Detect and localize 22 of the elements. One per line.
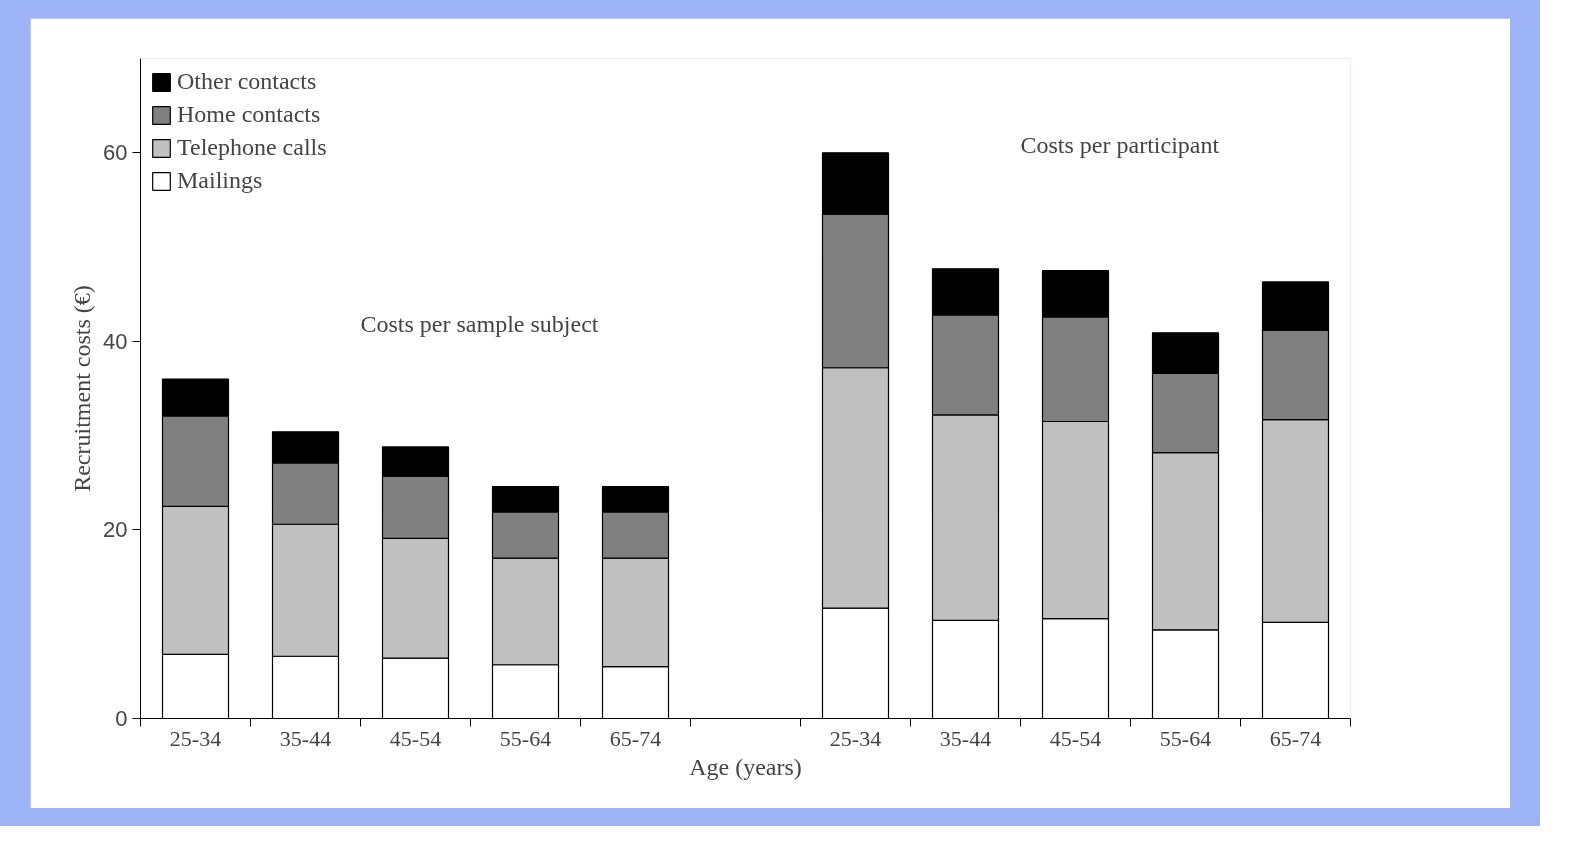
x-tick-label: 45-54 bbox=[1049, 725, 1102, 751]
x-tick-label: 55-64 bbox=[499, 725, 552, 751]
annotation: Costs per participant bbox=[1020, 131, 1220, 158]
x-tick-label: 35-44 bbox=[279, 725, 332, 751]
x-tick-label: 55-64 bbox=[1159, 725, 1212, 751]
x-tick-label: 25-34 bbox=[829, 725, 882, 751]
y-axis-title: Recruitment costs (€) bbox=[69, 285, 96, 492]
legend-label: Telephone calls bbox=[177, 134, 327, 161]
y-tick-label: 60 bbox=[103, 140, 128, 166]
legend-label: Other contacts bbox=[177, 68, 317, 95]
y-tick-label: 40 bbox=[103, 328, 128, 354]
x-tick-label: 25-34 bbox=[169, 725, 222, 751]
x-axis-title: Age (years) bbox=[689, 753, 802, 780]
legend-label: Home contacts bbox=[177, 101, 321, 128]
x-tick-label: 65-74 bbox=[1269, 725, 1322, 751]
x-tick-label: 35-44 bbox=[939, 725, 992, 751]
y-tick-label: 20 bbox=[103, 517, 128, 543]
annotation: Costs per sample subject bbox=[360, 310, 599, 337]
x-tick-label: 65-74 bbox=[609, 725, 662, 751]
x-tick-label: 45-54 bbox=[389, 725, 442, 751]
y-tick-label: 0 bbox=[115, 706, 128, 731]
legend-label: Mailings bbox=[177, 167, 263, 194]
